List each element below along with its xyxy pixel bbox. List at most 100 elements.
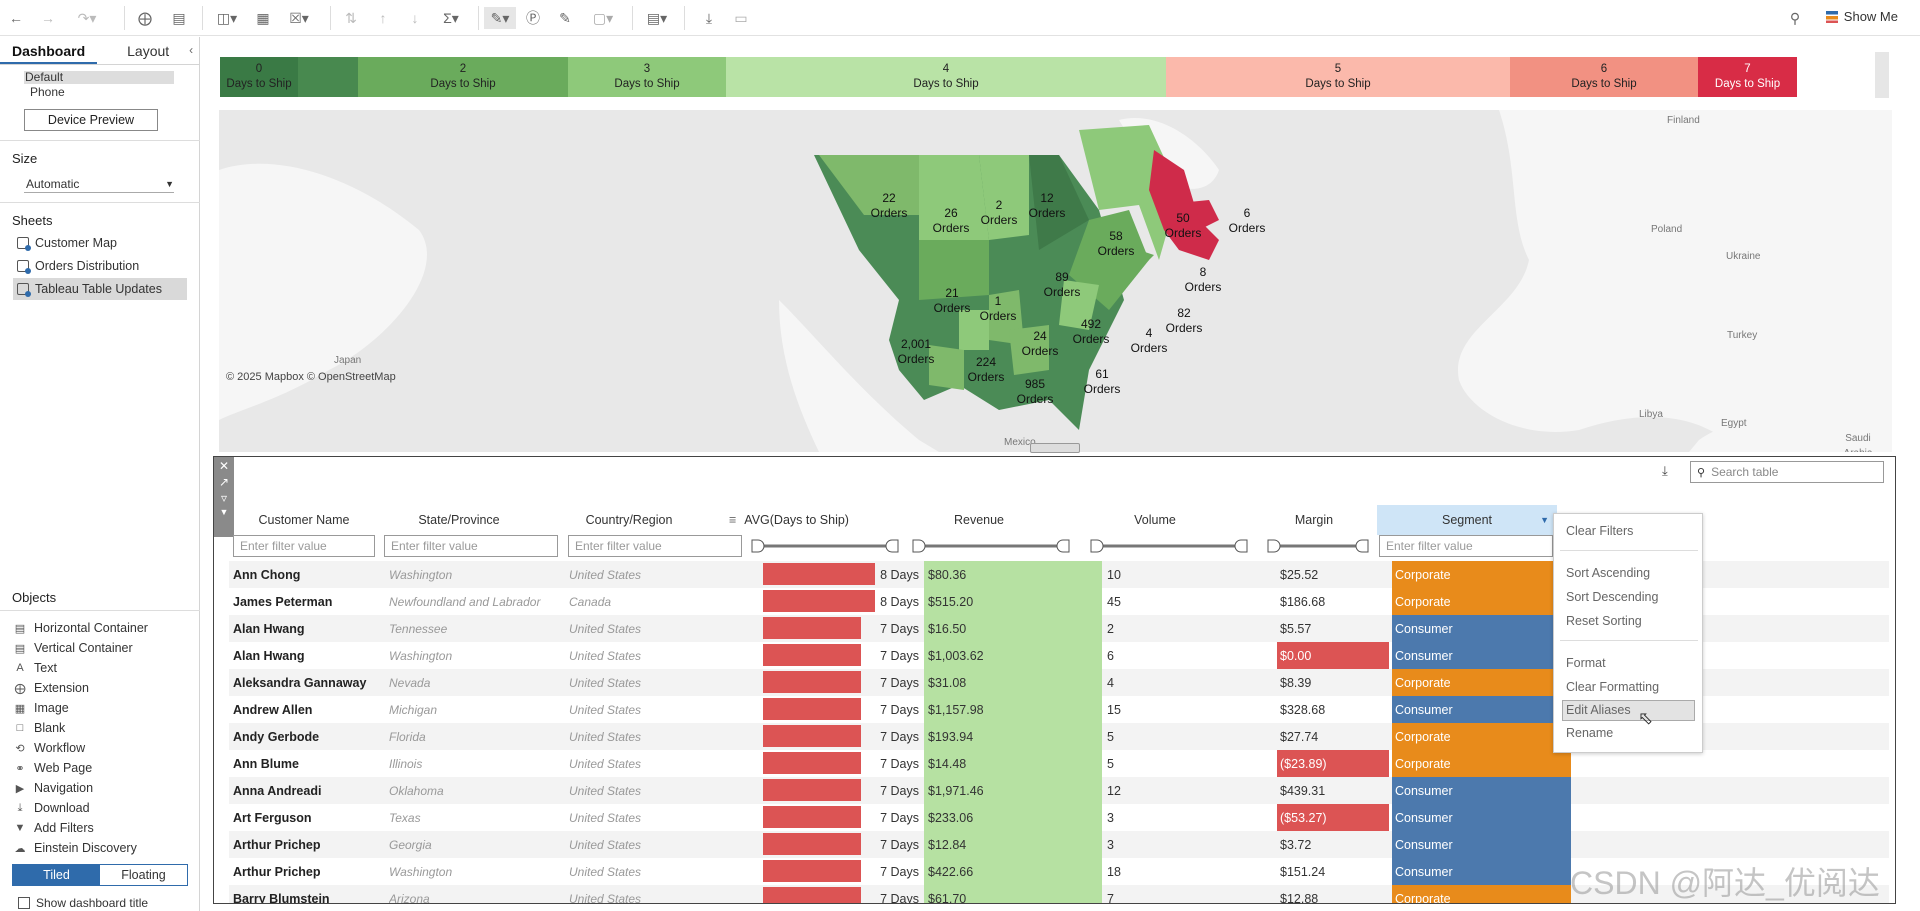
chevron-down-icon[interactable]: ▼ — [1540, 515, 1549, 525]
col-country[interactable]: Country/Region — [585, 513, 673, 527]
object-image[interactable]: ▦ Image — [14, 698, 69, 718]
menu-rename[interactable]: Rename — [1566, 726, 1614, 740]
order-label[interactable]: 2,001 Orders — [897, 337, 935, 366]
new-worksheet-icon[interactable]: ◫▾ — [216, 9, 238, 26]
table-row[interactable]: Andrew Allen Michigan United States 7 Days $… — [229, 696, 1889, 723]
floating-button[interactable]: Floating — [121, 868, 166, 882]
legend-item[interactable]: 6 Days to Ship — [1510, 57, 1698, 97]
order-label[interactable]: 24 Orders — [1021, 329, 1059, 358]
sheet-tableau-table-updates[interactable]: Tableau Table Updates — [13, 278, 187, 300]
menu-edit-aliases[interactable]: Edit Aliases — [1562, 700, 1695, 721]
legend-item[interactable]: 7 Days to Ship — [1698, 57, 1797, 97]
table-row[interactable]: Art Ferguson Texas United States 7 Days $233… — [229, 804, 1889, 831]
filter-customer-name[interactable]: Enter filter value — [233, 535, 375, 557]
col-days-to-ship[interactable]: ≡ AVG(Days to Ship) — [729, 505, 869, 535]
menu-clear-formatting[interactable]: Clear Formatting — [1566, 680, 1660, 694]
redo-menu-icon[interactable]: ↷▾ — [77, 9, 97, 26]
back-icon[interactable]: ← — [9, 10, 23, 26]
table-row[interactable]: Barry Blumstein Arizona United States 7 Day… — [229, 885, 1889, 903]
object-workflow[interactable]: ⟲ Workflow — [14, 738, 85, 758]
tiled-button[interactable]: Tiled — [13, 865, 100, 885]
show-title-option[interactable]: Show dashboard title — [18, 896, 148, 910]
order-label[interactable]: 26 Orders — [932, 206, 970, 235]
legend-item[interactable] — [298, 57, 358, 97]
order-label[interactable]: 61 Orders — [1083, 367, 1121, 396]
clear-sheet-icon[interactable]: ☒▾ — [289, 9, 309, 26]
menu-clear-filters[interactable]: Clear Filters — [1566, 524, 1634, 538]
order-label[interactable]: 1 Orders — [979, 294, 1017, 323]
table-row[interactable]: Anna Andreadi Oklahoma United States 7 Days… — [229, 777, 1889, 804]
menu-reset-sorting[interactable]: Reset Sorting — [1566, 614, 1642, 628]
table-row[interactable]: Ann Blume Illinois United States 7 Days $14.… — [229, 750, 1889, 777]
order-label[interactable]: 21 Orders — [933, 286, 971, 315]
order-label[interactable]: 89 Orders — [1043, 270, 1081, 299]
search-table-field[interactable]: ⚲ Search table — [1690, 461, 1884, 483]
show-title-checkbox[interactable] — [18, 897, 30, 909]
legend-item[interactable]: 4 Days to Ship — [726, 57, 1166, 97]
new-datasource-icon[interactable]: ⨁ — [138, 9, 152, 26]
order-label[interactable]: 224 Orders — [967, 355, 1005, 384]
order-label[interactable]: 82 Orders — [1165, 306, 1203, 335]
object-einstein-discovery[interactable]: ☁ Einstein Discovery — [14, 838, 137, 858]
labels-icon[interactable]: Ⓟ — [526, 10, 540, 26]
forward-icon[interactable]: → — [41, 10, 55, 26]
size-dropdown[interactable]: Automatic ▼ — [24, 175, 174, 193]
table-row[interactable]: Alan Hwang Washington United States 7 Days $… — [229, 642, 1889, 669]
object-web-page[interactable]: ⚭ Web Page — [14, 758, 92, 778]
object-navigation[interactable]: ▶ Navigation — [14, 778, 93, 798]
totals-icon[interactable]: Σ▾ — [443, 9, 459, 26]
tab-layout[interactable]: Layout — [127, 43, 170, 59]
chart-type-icon[interactable]: ▤▾ — [646, 9, 668, 26]
legend-item[interactable]: 3 Days to Ship — [568, 57, 726, 97]
filter-state[interactable]: Enter filter value — [384, 535, 558, 557]
object-horizontal-container[interactable]: ▤ Horizontal Container — [14, 618, 148, 638]
presentation-icon[interactable]: ▭ — [734, 9, 748, 26]
go-to-sheet-icon[interactable]: ↗ — [218, 475, 230, 489]
splitter-handle[interactable] — [1030, 443, 1080, 453]
col-state[interactable]: State/Province — [418, 513, 500, 527]
order-label[interactable]: 22 Orders — [870, 191, 908, 220]
order-label[interactable]: 58 Orders — [1097, 229, 1135, 258]
sort-desc-icon[interactable]: ↓ — [411, 10, 419, 26]
more-options-icon[interactable]: ▼ — [219, 507, 229, 517]
device-phone[interactable]: Phone — [30, 85, 65, 99]
order-label[interactable]: 4 Orders — [1130, 326, 1168, 355]
fit-icon[interactable]: ▢▾ — [592, 9, 614, 26]
sheet-customer-map[interactable]: Customer Map — [13, 232, 187, 254]
slider-days[interactable] — [750, 536, 900, 556]
object-blank[interactable]: □ Blank — [14, 718, 66, 738]
show-me-button[interactable]: Show Me — [1825, 9, 1898, 24]
slider-margin[interactable] — [1266, 536, 1370, 556]
order-label[interactable]: 8 Orders — [1184, 265, 1222, 294]
object-text[interactable]: A Text — [14, 658, 57, 678]
tab-dashboard[interactable]: Dashboard — [0, 37, 98, 64]
pin-icon[interactable]: ⚲ — [1789, 9, 1801, 26]
col-segment[interactable]: Segment ▼ — [1377, 505, 1557, 535]
filter-segment[interactable]: Enter filter value — [1379, 535, 1553, 557]
object-extension[interactable]: ⨁ Extension — [14, 678, 89, 698]
legend-item[interactable]: 5 Days to Ship — [1166, 57, 1510, 97]
customer-map[interactable]: © 2025 Mapbox © OpenStreetMap Japan Finl… — [219, 110, 1892, 452]
table-row[interactable]: Arthur Prichep Washington United States 7 D… — [229, 858, 1889, 885]
duplicate-icon[interactable]: ▦ — [256, 9, 270, 26]
object-add-filters[interactable]: ▼ Add Filters — [14, 818, 94, 838]
sort-asc-icon[interactable]: ↑ — [379, 10, 387, 26]
col-customer-name[interactable]: Customer Name — [258, 513, 350, 527]
highlight-icon[interactable]: ✎▾ — [484, 7, 516, 29]
sheet-orders-distribution[interactable]: Orders Distribution — [13, 255, 187, 277]
download-icon[interactable]: ⤓ — [705, 9, 713, 26]
format-icon[interactable]: ✎ — [559, 9, 571, 26]
pause-update-icon[interactable]: ▤ — [172, 9, 186, 26]
legend-item[interactable]: 2 Days to Ship — [358, 57, 568, 97]
menu-sort-descending[interactable]: Sort Descending — [1566, 590, 1659, 604]
slider-revenue[interactable] — [911, 536, 1071, 556]
device-default[interactable]: Default — [24, 71, 174, 84]
device-preview-button[interactable]: Device Preview — [24, 109, 158, 131]
order-label[interactable]: 2 Orders — [980, 198, 1018, 227]
export-icon[interactable]: ⤓ — [1662, 463, 1668, 478]
object-vertical-container[interactable]: ▤ Vertical Container — [14, 638, 133, 658]
collapse-icon[interactable]: ‹ — [189, 43, 194, 57]
table-row[interactable]: James Peterman Newfoundland and Labrador C… — [229, 588, 1889, 615]
order-label[interactable]: 6 Orders — [1228, 206, 1266, 235]
table-row[interactable]: Arthur Prichep Georgia United States 7 Days… — [229, 831, 1889, 858]
